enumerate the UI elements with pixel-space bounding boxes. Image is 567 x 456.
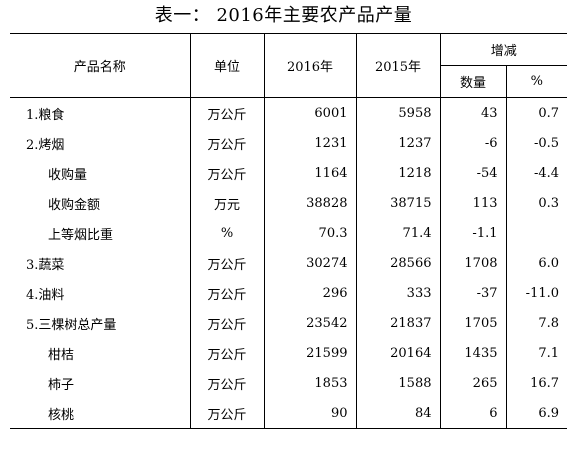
header-percent: % <box>505 65 567 98</box>
table-row: 2.烤烟 万公斤 1231 1237 -6 -0.5 <box>10 128 567 158</box>
row-change-percent: -4.4 <box>505 158 567 188</box>
row-value-2015: 5958 <box>355 97 440 128</box>
table-row: 4.油料 万公斤 296 333 -37 -11.0 <box>10 278 567 308</box>
row-value-2015: 84 <box>355 398 440 429</box>
row-change-quantity: 1705 <box>439 308 506 338</box>
row-change-percent: -0.5 <box>505 128 567 158</box>
row-unit: 万元 <box>189 188 264 218</box>
row-unit: 万公斤 <box>189 308 264 338</box>
row-value-2015: 38715 <box>355 188 440 218</box>
row-value-2016: 38828 <box>263 188 356 218</box>
row-change-percent: -11.0 <box>505 278 567 308</box>
row-change-quantity: 1708 <box>439 248 506 278</box>
row-unit: 万公斤 <box>189 128 264 158</box>
row-unit: 万公斤 <box>189 338 264 368</box>
row-value-2016: 1853 <box>263 368 356 398</box>
row-change-percent: 7.1 <box>505 338 567 368</box>
row-value-2016: 1231 <box>263 128 356 158</box>
row-change-quantity: 265 <box>439 368 506 398</box>
row-unit: 万公斤 <box>189 158 264 188</box>
table-row: 3.蔬菜 万公斤 30274 28566 1708 6.0 <box>10 248 567 278</box>
row-change-quantity: -37 <box>439 278 506 308</box>
row-value-2016: 1164 <box>263 158 356 188</box>
row-unit: 万公斤 <box>189 248 264 278</box>
crop-output-table: 产品名称 单位 2016年 2015年 增减 数量 % 1.粮食 万公斤 6001 5… <box>10 33 567 429</box>
row-change-percent: 0.7 <box>505 97 567 128</box>
row-change-percent: 0.3 <box>505 188 567 218</box>
row-name: 柑桔 <box>48 347 75 363</box>
table-row: 柑桔 万公斤 21599 20164 1435 7.1 <box>10 338 567 368</box>
header-2015: 2015年 <box>355 33 440 98</box>
row-change-quantity: -54 <box>439 158 506 188</box>
row-value-2015: 28566 <box>355 248 440 278</box>
row-value-2016: 23542 <box>263 308 356 338</box>
table-row: 5.三棵树总产量 万公斤 23542 21837 1705 7.8 <box>10 308 567 338</box>
row-value-2015: 1218 <box>355 158 440 188</box>
row-value-2016: 21599 <box>263 338 356 368</box>
table-row: 1.粮食 万公斤 6001 5958 43 0.7 <box>10 97 567 128</box>
row-value-2015: 20164 <box>355 338 440 368</box>
row-change-percent: 7.8 <box>505 308 567 338</box>
row-change-percent: 16.7 <box>505 368 567 398</box>
header-2016: 2016年 <box>263 33 356 98</box>
row-name: 核桃 <box>10 398 190 429</box>
row-name: 1.粮食 <box>26 107 65 123</box>
row-value-2016: 6001 <box>263 97 356 128</box>
row-value-2016: 90 <box>263 398 356 429</box>
row-change-quantity: -1.1 <box>439 218 506 248</box>
row-value-2015: 1588 <box>355 368 440 398</box>
row-value-2016: 70.3 <box>263 218 356 248</box>
row-name: 2.烤烟 <box>26 137 65 153</box>
table-row: 柿子 万公斤 1853 1588 265 16.7 <box>10 368 567 398</box>
row-name: 5.三棵树总产量 <box>26 317 117 333</box>
row-value-2015: 333 <box>355 278 440 308</box>
row-change-percent <box>505 218 567 248</box>
row-name: 收购金额 <box>48 197 101 213</box>
row-unit: 万公斤 <box>189 97 264 128</box>
header-quantity: 数量 <box>439 65 506 98</box>
row-change-percent: 6.0 <box>505 248 567 278</box>
row-change-quantity: 113 <box>439 188 506 218</box>
table-body: 1.粮食 万公斤 6001 5958 43 0.7 2.烤烟 万公斤 1231 1237 -6 -0.… <box>10 97 567 429</box>
table-title: 表一： 2016年主要农产品产量 <box>154 5 413 26</box>
row-unit: 万公斤 <box>189 368 264 398</box>
row-change-quantity: 1435 <box>439 338 506 368</box>
row-change-quantity: -6 <box>439 128 506 158</box>
row-unit: 万公斤 <box>189 398 264 429</box>
row-value-2016: 30274 <box>263 248 356 278</box>
row-name: 收购量 <box>48 167 88 183</box>
header-unit: 单位 <box>189 33 264 98</box>
header-change: 增减 <box>439 33 567 66</box>
row-name: 4.油料 <box>26 287 65 303</box>
row-name: 3.蔬菜 <box>26 257 65 273</box>
row-value-2015: 1237 <box>355 128 440 158</box>
row-value-2016: 296 <box>263 278 356 308</box>
row-unit: 万公斤 <box>189 278 264 308</box>
table-row: 收购量 万公斤 1164 1218 -54 -4.4 <box>10 158 567 188</box>
row-change-quantity: 6 <box>439 398 506 429</box>
header-product-name: 产品名称 <box>10 33 190 98</box>
row-unit: % <box>189 218 264 248</box>
row-change-quantity: 43 <box>439 97 506 128</box>
row-name: 柿子 <box>48 377 75 393</box>
table-row: 核桃 万公斤 90 84 6 6.9 <box>10 398 567 429</box>
row-value-2015: 71.4 <box>355 218 440 248</box>
table-row: 上等烟比重% 70.3 71.4 -1.1 <box>10 218 567 248</box>
table-row: 收购金额 万元 38828 38715 113 0.3 <box>10 188 567 218</box>
row-change-percent: 6.9 <box>505 398 567 429</box>
row-value-2015: 21837 <box>355 308 440 338</box>
row-name: 上等烟比重 <box>48 227 114 243</box>
